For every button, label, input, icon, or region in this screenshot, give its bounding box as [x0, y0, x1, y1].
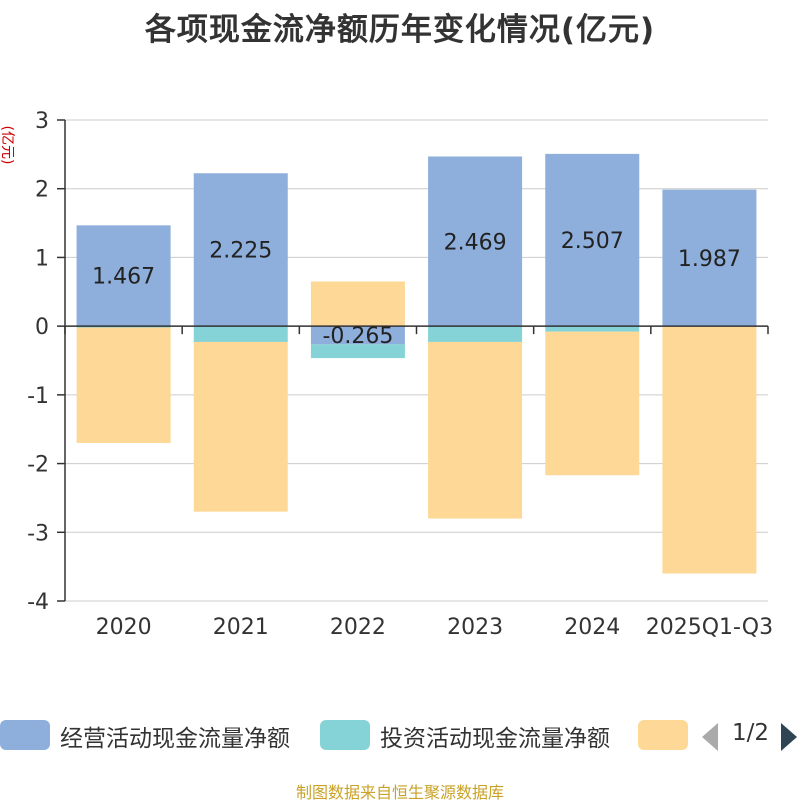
- pager-prev-icon[interactable]: [702, 723, 718, 751]
- bar-series0-2024: [545, 153, 640, 327]
- x-tick-label: 2023: [447, 615, 503, 640]
- chart-area: 3 2 1 0 -1 -2 -3 -4 (亿元) 2020 2021 2022 2023 2024 2025…: [0, 109, 773, 640]
- x-tick-label: 2024: [564, 615, 620, 640]
- y-tick-label: 0: [35, 315, 49, 340]
- bar-series0-2022: [310, 326, 405, 345]
- legend-item-investing[interactable]: 投资活动现金流量净额: [320, 716, 630, 756]
- legend-swatch-financing: [638, 720, 688, 750]
- data-label: 1.987: [678, 247, 741, 272]
- pager-next-icon[interactable]: [781, 723, 797, 751]
- bar-series2-2024: [545, 331, 640, 476]
- pager-page-text: 1/2: [732, 720, 770, 746]
- x-tick-label: 2025Q1-Q3: [646, 615, 773, 640]
- y-tick-label: -4: [27, 590, 49, 615]
- x-tick-label: 2022: [330, 615, 386, 640]
- bar-series2-2020: [76, 327, 171, 443]
- bar-series1-2021: [193, 326, 288, 342]
- bar-series2-2021: [193, 341, 288, 512]
- x-tick-label: 2021: [213, 615, 269, 640]
- data-label: 1.467: [92, 265, 155, 290]
- legend: 经营活动现金流量净额 投资活动现金流量净额 1/2: [0, 716, 800, 756]
- y-tick-label: -3: [27, 521, 49, 546]
- source-note: 制图数据来自恒生聚源数据库: [295, 783, 504, 802]
- data-label: 2.507: [561, 229, 624, 254]
- y-tick-label: 1: [35, 246, 49, 271]
- bar-series0-2023: [428, 156, 523, 327]
- bar-series2-2023: [428, 341, 523, 519]
- y-tick-label: 3: [35, 109, 49, 134]
- y-tick-label: 2: [35, 178, 49, 203]
- legend-label-operating: 经营活动现金流量净额: [60, 726, 290, 752]
- legend-item-financing[interactable]: [638, 716, 688, 756]
- bar-series0-2020: [76, 225, 171, 327]
- bar-series0-2021: [193, 173, 288, 327]
- data-label: 2.469: [444, 230, 507, 255]
- y-axis-label: (亿元): [0, 126, 15, 165]
- y-tick-label: -2: [27, 453, 49, 478]
- bar-series1-2024: [545, 326, 640, 332]
- bar-series1-2023: [428, 326, 523, 342]
- x-tick-label: 2020: [96, 615, 152, 640]
- legend-label-investing: 投资活动现金流量净额: [380, 726, 610, 752]
- bar-series1-2022: [310, 344, 405, 359]
- data-label: 2.225: [209, 239, 272, 264]
- bar-series2-2022: [310, 281, 405, 327]
- bar-series0-2025Q1-Q3: [662, 189, 757, 327]
- y-tick-label: -1: [27, 384, 49, 409]
- bar-series2-2025Q1-Q3: [662, 326, 757, 574]
- legend-swatch-investing: [320, 720, 370, 750]
- chart-title: 各项现金流净额历年变化情况(亿元): [144, 12, 656, 48]
- legend-swatch-operating: [0, 720, 50, 750]
- data-label: -0.265: [322, 324, 393, 349]
- legend-item-operating[interactable]: 经营活动现金流量净额: [0, 716, 310, 756]
- legend-pager: 1/2: [700, 718, 800, 754]
